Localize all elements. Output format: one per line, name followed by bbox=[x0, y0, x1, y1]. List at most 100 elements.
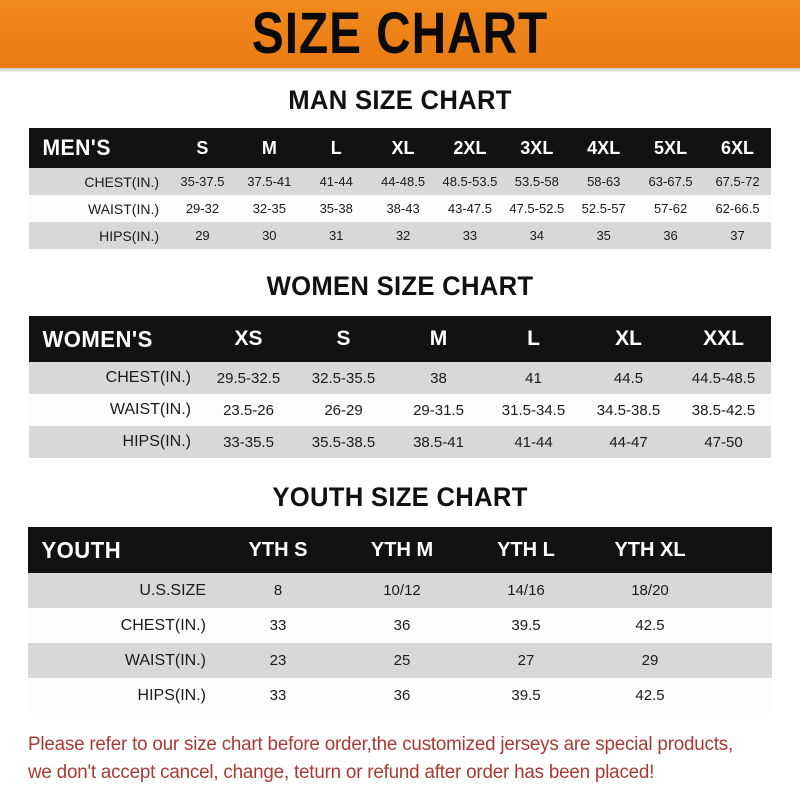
youth-cell-spacer bbox=[712, 678, 772, 713]
men-row-label-1: WAIST(IN.) bbox=[87, 200, 159, 217]
youth-cell-3-0: 33 bbox=[269, 687, 287, 704]
men-row-label-2: HIPS(IN.) bbox=[99, 227, 159, 244]
table-row: WAIST(IN.) 29-32 32-35 35-38 38-43 43-47.5 47.… bbox=[29, 195, 771, 222]
women-size-header-2: M bbox=[429, 327, 448, 350]
women-cell-0-1: 32.5-35.5 bbox=[311, 369, 376, 387]
men-cell-2-6: 35 bbox=[596, 228, 611, 243]
youth-cell-spacer bbox=[712, 643, 772, 678]
table-row: CHEST(IN.) 29.5-32.5 32.5-35.5 38 41 44.5 44.5… bbox=[29, 362, 771, 394]
youth-header-spacer bbox=[712, 527, 772, 573]
men-cell-2-0: 29 bbox=[195, 228, 210, 243]
women-cell-1-5: 38.5-42.5 bbox=[691, 401, 756, 419]
youth-section-title: YOUTH SIZE CHART bbox=[272, 482, 528, 512]
youth-size-header-2: YTH L bbox=[497, 538, 555, 561]
table-row: HIPS(IN.) 29 30 31 32 33 34 35 36 37 bbox=[29, 222, 771, 249]
women-cell-1-4: 34.5-38.5 bbox=[596, 401, 661, 419]
men-cell-1-7: 57-62 bbox=[653, 201, 688, 216]
table-row: WAIST(IN.) 23 25 27 29 bbox=[28, 643, 772, 678]
women-section-title: WOMEN SIZE CHART bbox=[266, 271, 534, 301]
women-row-label-0: CHEST(IN.) bbox=[105, 369, 191, 386]
women-size-table-wrap: WOMEN'S XS S M L XL XXL CHEST(IN.) 29.5-32.5 32.5… bbox=[29, 316, 771, 458]
page-banner: SIZE CHART bbox=[0, 0, 800, 68]
man-size-table-wrap: MEN'S S M L XL 2XL 3XL 4XL 5XL 6XL CHEST(IN.) 35-37… bbox=[29, 128, 771, 249]
youth-cell-0-0: 8 bbox=[273, 582, 283, 599]
table-row: HIPS(IN.) 33-35.5 35.5-38.5 38.5-41 41-44 44-… bbox=[29, 426, 771, 458]
table-row: U.S.SIZE 8 10/12 14/16 18/20 bbox=[28, 573, 772, 608]
men-cell-0-8: 67.5-72 bbox=[715, 174, 760, 189]
men-cell-0-6: 58-63 bbox=[587, 174, 621, 189]
man-section-title: MAN SIZE CHART bbox=[288, 85, 512, 115]
men-cell-1-3: 38-43 bbox=[386, 201, 420, 216]
men-cell-1-1: 32-35 bbox=[252, 201, 286, 216]
youth-cell-2-2: 27 bbox=[517, 652, 535, 669]
men-size-header-2: L bbox=[330, 137, 342, 158]
women-cell-1-2: 29-31.5 bbox=[413, 401, 464, 419]
women-table-body: WOMEN'S XS S M L XL XXL CHEST(IN.) 29.5-32.5 32.5… bbox=[29, 316, 771, 458]
women-size-table: WOMEN'S XS S M L XL XXL CHEST(IN.) 29.5-32.5 32.5… bbox=[29, 316, 771, 458]
footer-line-1: Please refer to our size chart before or… bbox=[28, 734, 734, 755]
men-size-header-1: M bbox=[261, 137, 277, 158]
men-size-header-7: 5XL bbox=[654, 137, 688, 158]
men-cell-1-4: 43-47.5 bbox=[447, 201, 492, 216]
table-row: CHEST(IN.) 33 36 39.5 42.5 bbox=[28, 608, 772, 643]
women-cell-2-5: 47-50 bbox=[704, 433, 743, 451]
men-size-header-0: S bbox=[196, 137, 209, 158]
youth-cell-3-3: 42.5 bbox=[635, 687, 665, 704]
women-cell-2-4: 44-47 bbox=[609, 433, 648, 451]
men-cell-0-3: 44-48.5 bbox=[381, 174, 426, 189]
men-cell-2-5: 34 bbox=[529, 228, 545, 243]
men-cell-0-5: 53.5-58 bbox=[514, 174, 559, 189]
youth-cell-spacer bbox=[712, 608, 772, 643]
youth-cell-1-2: 39.5 bbox=[511, 617, 541, 634]
youth-row-label-3: HIPS(IN.) bbox=[137, 686, 206, 704]
youth-table-body: YOUTH YTH S YTH M YTH L YTH XL U.S.SIZE 8 10/12… bbox=[28, 527, 772, 713]
women-cell-2-3: 41-44 bbox=[514, 433, 553, 451]
men-cell-1-2: 35-38 bbox=[319, 201, 353, 216]
men-cell-1-6: 52.5-57 bbox=[581, 201, 626, 216]
youth-cell-3-1: 36 bbox=[393, 687, 411, 704]
footer-line-2: we don't accept cancel, change, teturn o… bbox=[28, 761, 655, 783]
women-cell-0-2: 38 bbox=[430, 369, 447, 387]
women-cell-1-3: 31.5-34.5 bbox=[501, 401, 566, 419]
youth-cell-2-0: 23 bbox=[269, 652, 287, 669]
women-cell-2-0: 33-35.5 bbox=[223, 433, 274, 451]
man-size-table: MEN'S S M L XL 2XL 3XL 4XL 5XL 6XL CHEST(IN.) 35-37… bbox=[29, 128, 771, 249]
youth-size-header-0: YTH S bbox=[248, 538, 308, 561]
youth-row-label-1: CHEST(IN.) bbox=[120, 616, 206, 634]
youth-cell-spacer bbox=[712, 573, 772, 608]
banner-shadow bbox=[0, 68, 800, 73]
youth-cell-1-3: 42.5 bbox=[635, 617, 665, 634]
men-cell-1-0: 29-32 bbox=[185, 201, 220, 216]
youth-size-header-1: YTH M bbox=[370, 538, 434, 561]
men-cell-2-7: 36 bbox=[663, 228, 678, 243]
women-cell-0-0: 29.5-32.5 bbox=[216, 369, 281, 387]
women-size-header-1: S bbox=[336, 327, 351, 350]
men-cell-2-4: 33 bbox=[462, 228, 478, 243]
youth-size-table: YOUTH YTH S YTH M YTH L YTH XL U.S.SIZE 8 10/12… bbox=[28, 527, 772, 713]
youth-size-table-wrap: YOUTH YTH S YTH M YTH L YTH XL U.S.SIZE 8 10/12… bbox=[28, 527, 772, 713]
table-row: HIPS(IN.) 33 36 39.5 42.5 bbox=[28, 678, 772, 713]
men-cell-1-8: 62-66.5 bbox=[715, 201, 760, 216]
women-cell-1-0: 23.5-26 bbox=[223, 401, 274, 419]
women-row-label-2: HIPS(IN.) bbox=[122, 433, 191, 450]
youth-cell-2-1: 25 bbox=[393, 652, 411, 669]
youth-cell-0-1: 10/12 bbox=[383, 582, 421, 599]
men-table-header-row: MEN'S S M L XL 2XL 3XL 4XL 5XL 6XL bbox=[29, 128, 771, 168]
youth-cell-3-2: 39.5 bbox=[511, 687, 541, 704]
youth-size-header-3: YTH XL bbox=[614, 538, 686, 561]
men-cell-0-7: 63-67.5 bbox=[648, 174, 693, 189]
youth-cell-0-2: 14/16 bbox=[507, 582, 545, 599]
women-size-header-3: L bbox=[527, 327, 540, 350]
women-size-header-4: XL bbox=[615, 327, 642, 350]
women-size-header-0: XS bbox=[234, 327, 263, 350]
men-row-label-0: CHEST(IN.) bbox=[84, 173, 159, 190]
youth-cell-1-0: 33 bbox=[269, 617, 287, 634]
page-title: SIZE CHART bbox=[251, 1, 549, 67]
men-cell-2-3: 32 bbox=[395, 228, 411, 243]
women-cell-0-3: 41 bbox=[525, 369, 542, 387]
men-size-header-3: XL bbox=[391, 137, 415, 158]
women-cell-2-1: 35.5-38.5 bbox=[311, 433, 376, 451]
women-table-header-row: WOMEN'S XS S M L XL XXL bbox=[29, 316, 771, 362]
men-cell-0-2: 41-44 bbox=[319, 174, 353, 189]
